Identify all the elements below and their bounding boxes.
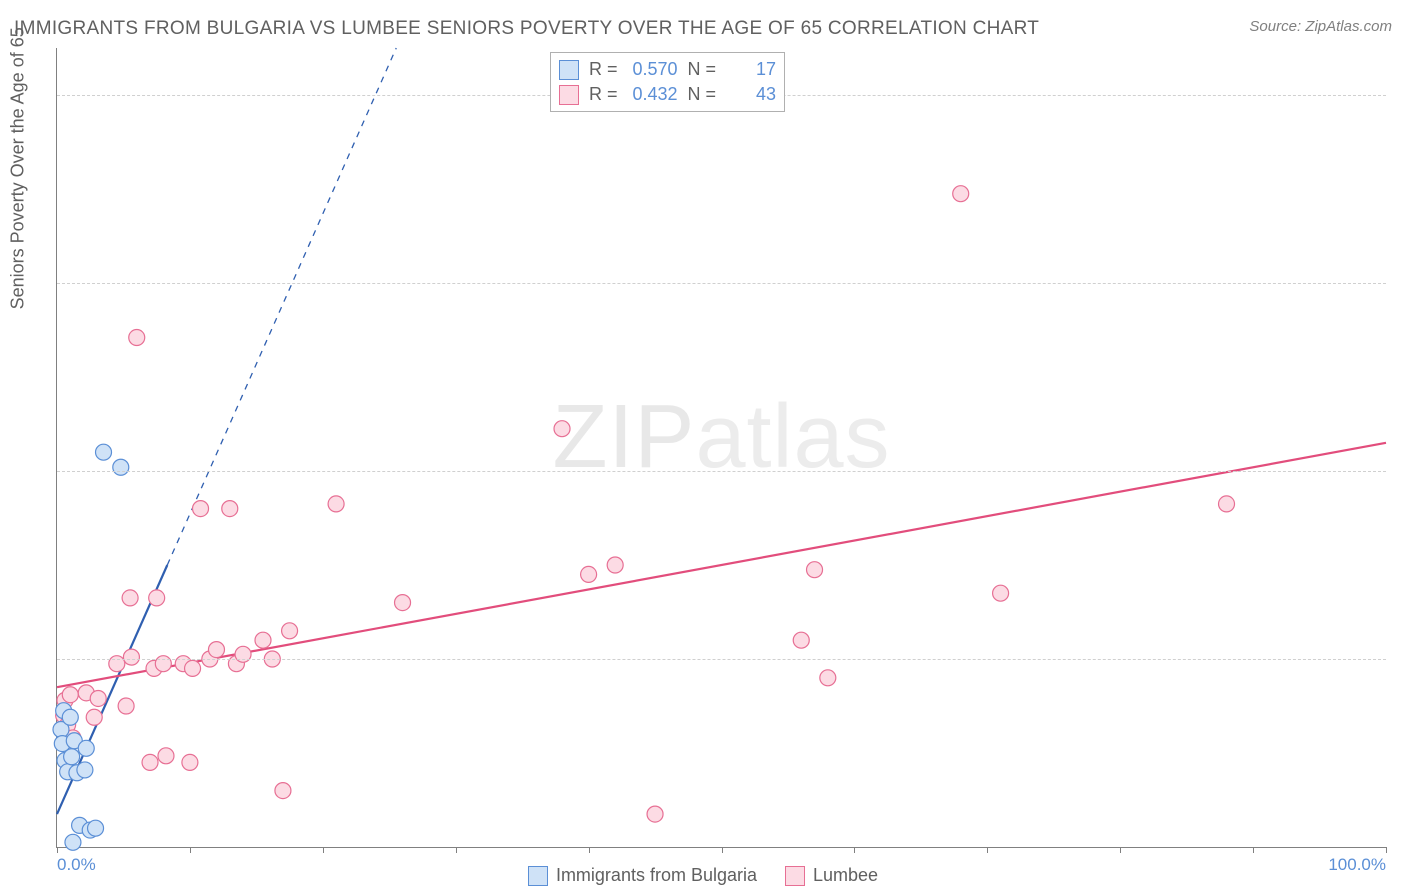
data-point-bulgaria — [62, 709, 78, 725]
data-point-lumbee — [158, 748, 174, 764]
data-point-lumbee — [118, 698, 134, 714]
data-point-lumbee — [255, 632, 271, 648]
legend-label-lumbee: Lumbee — [813, 865, 878, 886]
grid-line — [57, 471, 1386, 472]
data-point-lumbee — [282, 623, 298, 639]
correlation-legend: R = 0.570 N = 17 R = 0.432 N = 43 — [550, 52, 785, 112]
legend-label-bulgaria: Immigrants from Bulgaria — [556, 865, 757, 886]
grid-line — [57, 659, 1386, 660]
legend-row-bulgaria: R = 0.570 N = 17 — [559, 57, 776, 82]
data-point-bulgaria — [77, 762, 93, 778]
x-tick — [589, 847, 590, 853]
x-tick — [1253, 847, 1254, 853]
data-point-lumbee — [182, 754, 198, 770]
legend-swatch-lumbee — [559, 85, 579, 105]
data-point-lumbee — [1219, 496, 1235, 512]
data-point-bulgaria — [64, 749, 80, 765]
data-point-lumbee — [185, 660, 201, 676]
data-point-bulgaria — [78, 740, 94, 756]
legend-swatch-bulgaria — [559, 60, 579, 80]
y-tick-label: 80.0% — [1396, 85, 1406, 105]
source-prefix: Source: — [1249, 18, 1305, 35]
data-point-bulgaria — [88, 820, 104, 836]
trend-line-dashed-bulgaria — [167, 48, 396, 565]
x-tick — [854, 847, 855, 853]
data-point-lumbee — [807, 562, 823, 578]
data-point-lumbee — [647, 806, 663, 822]
data-point-lumbee — [123, 649, 139, 665]
x-tick — [1120, 847, 1121, 853]
y-tick-label: 40.0% — [1396, 461, 1406, 481]
y-tick-label: 20.0% — [1396, 649, 1406, 669]
data-point-lumbee — [275, 783, 291, 799]
data-point-lumbee — [395, 595, 411, 611]
legend-row-lumbee: R = 0.432 N = 43 — [559, 82, 776, 107]
data-point-lumbee — [86, 709, 102, 725]
x-tick — [987, 847, 988, 853]
r-value-bulgaria: 0.570 — [628, 59, 678, 80]
n-value-bulgaria: 17 — [726, 59, 776, 80]
data-point-lumbee — [820, 670, 836, 686]
plot-svg — [57, 48, 1386, 847]
n-label: N = — [688, 84, 717, 105]
x-tick — [323, 847, 324, 853]
data-point-lumbee — [129, 330, 145, 346]
n-label: N = — [688, 59, 717, 80]
data-point-lumbee — [953, 186, 969, 202]
grid-line — [57, 283, 1386, 284]
chart-title: IMMIGRANTS FROM BULGARIA VS LUMBEE SENIO… — [14, 18, 1039, 40]
data-point-lumbee — [554, 421, 570, 437]
data-point-lumbee — [328, 496, 344, 512]
legend-item-lumbee: Lumbee — [785, 865, 878, 886]
data-point-bulgaria — [96, 444, 112, 460]
data-point-lumbee — [122, 590, 138, 606]
data-point-lumbee — [90, 690, 106, 706]
legend-swatch-icon — [528, 866, 548, 886]
data-point-lumbee — [208, 642, 224, 658]
data-point-lumbee — [993, 585, 1009, 601]
x-tick — [57, 847, 58, 853]
x-tick — [190, 847, 191, 853]
legend-item-bulgaria: Immigrants from Bulgaria — [528, 865, 757, 886]
data-point-bulgaria — [113, 459, 129, 475]
y-tick-label: 60.0% — [1396, 273, 1406, 293]
data-point-lumbee — [62, 687, 78, 703]
data-point-lumbee — [607, 557, 623, 573]
r-label: R = — [589, 84, 618, 105]
trend-line-lumbee — [57, 443, 1386, 687]
y-axis-label: Seniors Poverty Over the Age of 65 — [8, 27, 29, 309]
series-legend: Immigrants from Bulgaria Lumbee — [0, 865, 1406, 886]
source-attribution: Source: ZipAtlas.com — [1249, 18, 1392, 35]
data-point-lumbee — [193, 501, 209, 517]
source-name: ZipAtlas.com — [1305, 18, 1392, 35]
x-tick — [456, 847, 457, 853]
chart-container: IMMIGRANTS FROM BULGARIA VS LUMBEE SENIO… — [0, 0, 1406, 892]
x-tick — [1386, 847, 1387, 853]
plot-area: ZIPatlas 20.0%40.0%60.0%80.0%0.0%100.0% — [56, 48, 1386, 848]
data-point-lumbee — [142, 754, 158, 770]
data-point-lumbee — [222, 501, 238, 517]
r-value-lumbee: 0.432 — [628, 84, 678, 105]
legend-swatch-icon — [785, 866, 805, 886]
data-point-lumbee — [793, 632, 809, 648]
data-point-lumbee — [149, 590, 165, 606]
x-tick — [722, 847, 723, 853]
data-point-bulgaria — [65, 834, 81, 850]
data-point-lumbee — [581, 566, 597, 582]
n-value-lumbee: 43 — [726, 84, 776, 105]
r-label: R = — [589, 59, 618, 80]
